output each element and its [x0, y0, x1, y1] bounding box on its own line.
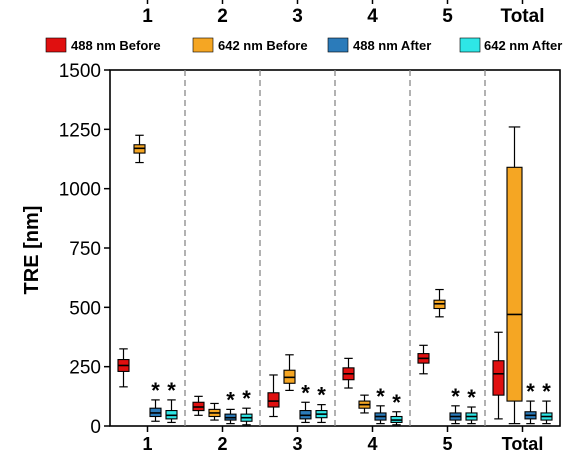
legend-swatch-488-before — [45, 37, 67, 53]
legend-label-488-before: 488 nm Before — [71, 38, 161, 53]
y-tick-label: 1000 — [59, 180, 101, 201]
top-category-label: 3 — [292, 6, 303, 27]
x-tick-label: 5 — [442, 434, 452, 454]
box-4-642-nm-before — [358, 394, 371, 414]
box-body — [492, 360, 505, 396]
box-2-642-nm-before — [208, 402, 221, 421]
top-category-label: 4 — [367, 6, 378, 27]
significance-star: * — [467, 385, 476, 410]
box-2-642-nm-after: * — [240, 386, 253, 426]
box-5-488-nm-after: * — [449, 384, 462, 425]
legend-label-488-after: 488 nm After — [353, 38, 431, 53]
x-tick-label: Total — [502, 434, 544, 454]
box-body — [506, 166, 523, 402]
box-1-642-nm-after: * — [165, 378, 178, 424]
x-tick-label: 1 — [142, 434, 152, 454]
legend: 488 nm Before 642 nm Before 488 nm After… — [45, 37, 562, 53]
plot-area: 0 250 500 750 1000 1250 1500 1 2 3 4 5 Total * * * * * * * *… — [59, 61, 561, 454]
box-5-488-nm-before — [417, 344, 430, 375]
box-1-488-nm-after: * — [149, 378, 162, 422]
significance-star: * — [151, 378, 160, 403]
box-1-488-nm-before — [117, 348, 130, 388]
x-tick-label: 3 — [292, 434, 302, 454]
top-category-strip: 1 2 3 4 5 Total — [142, 0, 544, 27]
y-tick-label: 750 — [69, 239, 101, 260]
top-category-label: Total — [501, 6, 545, 27]
significance-star: * — [542, 379, 551, 404]
legend-label-642-before: 642 nm Before — [218, 38, 308, 53]
box-4-488-nm-before — [342, 357, 355, 389]
box-2-488-nm-before — [192, 395, 205, 416]
box-3-642-nm-before — [283, 354, 296, 391]
box-Total-488-nm-before — [492, 331, 505, 420]
y-tick-label: 500 — [69, 298, 101, 319]
x-tick-label: 2 — [217, 434, 227, 454]
top-category-label: 5 — [442, 6, 453, 27]
box-3-488-nm-after: * — [299, 380, 312, 424]
significance-star: * — [376, 384, 385, 409]
y-tick-label: 0 — [90, 417, 101, 438]
box-3-642-nm-after: * — [315, 383, 328, 424]
y-tick-label: 1500 — [59, 61, 101, 82]
legend-swatch-642-before — [192, 37, 214, 53]
box-4-642-nm-after: * — [390, 390, 403, 426]
box-Total-642-nm-after: * — [540, 379, 553, 425]
x-tick-label: 4 — [367, 434, 377, 454]
significance-star: * — [301, 380, 310, 405]
y-axis-label: TRE [nm] — [21, 206, 43, 295]
box-Total-488-nm-after: * — [524, 379, 537, 425]
box-body — [267, 392, 280, 408]
significance-star: * — [317, 383, 326, 408]
significance-star: * — [451, 384, 460, 409]
top-category-label: 2 — [217, 6, 228, 27]
box-1-642-nm-before — [133, 134, 146, 164]
legend-swatch-642-after — [459, 37, 481, 53]
box-4-488-nm-after: * — [374, 384, 387, 425]
y-tick-label: 1250 — [59, 120, 101, 141]
top-category-label: 1 — [142, 6, 153, 27]
significance-star: * — [226, 387, 235, 412]
legend-swatch-488-after — [327, 37, 349, 53]
box-5-642-nm-after: * — [465, 385, 478, 425]
box-Total-642-nm-before — [506, 126, 523, 425]
box-2-488-nm-after: * — [224, 387, 237, 425]
legend-label-642-after: 642 nm After — [484, 38, 562, 53]
box-5-642-nm-before — [433, 288, 446, 318]
y-tick-label: 250 — [69, 358, 101, 379]
box-3-488-nm-before — [267, 374, 280, 418]
significance-star: * — [392, 390, 401, 415]
significance-star: * — [242, 386, 251, 411]
significance-star: * — [167, 378, 176, 403]
significance-star: * — [526, 379, 535, 404]
